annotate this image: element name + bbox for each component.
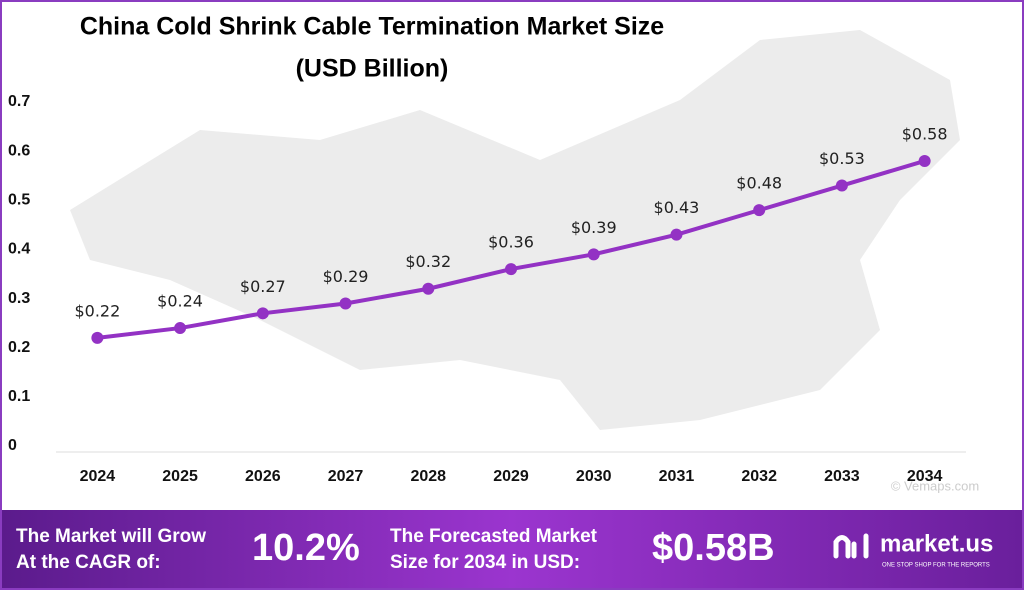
x-tick-label: 2026: [245, 468, 281, 485]
value-label: $0.36: [488, 233, 534, 252]
y-tick-label: 0.2: [8, 339, 30, 356]
forecast-label: The Forecasted Market: [390, 526, 598, 547]
y-tick-label: 0.6: [8, 142, 30, 159]
x-tick-label: 2028: [410, 468, 446, 485]
x-tick-label: 2024: [80, 468, 116, 485]
y-tick-label: 0: [8, 437, 17, 454]
watermark: © Vemaps.com: [891, 478, 979, 493]
value-label: $0.32: [405, 252, 451, 271]
y-tick-label: 0.3: [8, 290, 30, 307]
point: [587, 248, 600, 261]
x-tick-label: 2027: [328, 468, 364, 485]
point: [422, 282, 435, 295]
cagr-label: At the CAGR of:: [16, 552, 161, 573]
value-label: $0.43: [654, 198, 700, 217]
point: [753, 204, 766, 217]
chart-title: China Cold Shrink Cable Termination Mark…: [80, 13, 664, 41]
x-tick-label: 2034: [907, 468, 943, 485]
brand-logo: [833, 533, 869, 559]
y-tick-label: 0.5: [8, 192, 30, 209]
point: [835, 179, 848, 192]
point: [670, 228, 683, 241]
value-label: $0.58: [902, 124, 948, 143]
brand: market.us: [880, 530, 993, 557]
x-tick-label: 2029: [493, 468, 529, 485]
x-tick-label: 2031: [659, 468, 695, 485]
value-label: $0.48: [736, 174, 782, 193]
x-tick-label: 2025: [162, 468, 198, 485]
value-label: $0.24: [157, 292, 203, 311]
point: [256, 307, 269, 320]
value-label: $0.53: [819, 149, 865, 168]
point: [339, 297, 352, 310]
value-label: $0.27: [240, 277, 286, 296]
point: [91, 331, 104, 344]
x-tick-label: 2030: [576, 468, 612, 485]
y-tick-label: 0.1: [8, 388, 30, 405]
footer-band: [2, 510, 1022, 588]
forecast-label: Size for 2034 in USD:: [390, 552, 580, 573]
x-tick-label: 2033: [824, 468, 860, 485]
chart-subtitle: (USD Billion): [296, 55, 449, 83]
value-label: $0.29: [323, 267, 369, 286]
cagr-label: The Market will Grow: [16, 526, 206, 547]
point: [505, 263, 517, 276]
point: [918, 154, 931, 167]
forecast-value: $0.58B: [652, 527, 775, 569]
y-tick-label: 0.7: [8, 93, 30, 110]
map-background: [70, 30, 960, 430]
cagr-value: 10.2%: [252, 527, 360, 569]
tagline: ONE STOP SHOP FOR THE REPORTS: [882, 563, 990, 569]
value-label: $0.22: [74, 301, 120, 320]
x-tick-label: 2032: [741, 468, 777, 485]
y-tick-label: 0.4: [8, 241, 30, 258]
value-label: $0.39: [571, 218, 617, 237]
point: [174, 322, 187, 335]
